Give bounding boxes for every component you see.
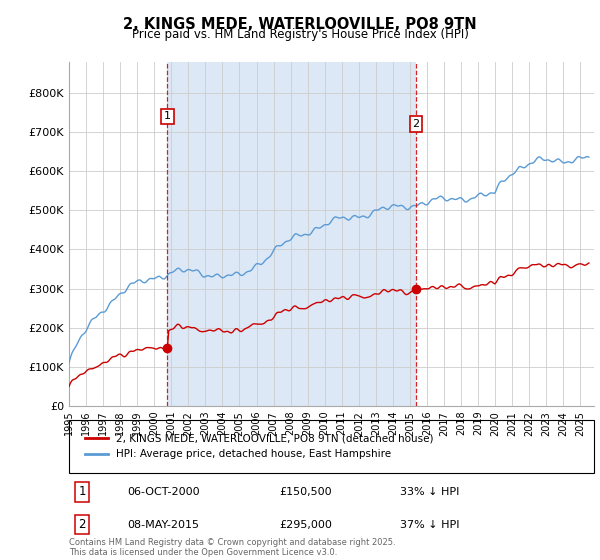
Text: 37% ↓ HPI: 37% ↓ HPI (400, 520, 459, 530)
Text: £295,000: £295,000 (279, 520, 332, 530)
Bar (167, 62, 416, 406)
Text: 06-OCT-2000: 06-OCT-2000 (127, 487, 199, 497)
Text: 2: 2 (79, 518, 86, 531)
Text: 08-MAY-2015: 08-MAY-2015 (127, 520, 199, 530)
Text: £150,500: £150,500 (279, 487, 332, 497)
Text: 2, KINGS MEDE, WATERLOOVILLE, PO8 9TN: 2, KINGS MEDE, WATERLOOVILLE, PO8 9TN (123, 17, 477, 32)
Text: Contains HM Land Registry data © Crown copyright and database right 2025.
This d: Contains HM Land Registry data © Crown c… (69, 538, 395, 557)
Text: 1: 1 (164, 111, 171, 122)
Text: 1: 1 (79, 485, 86, 498)
Text: 2: 2 (412, 119, 419, 129)
Text: Price paid vs. HM Land Registry's House Price Index (HPI): Price paid vs. HM Land Registry's House … (131, 28, 469, 41)
Text: 33% ↓ HPI: 33% ↓ HPI (400, 487, 459, 497)
Legend: 2, KINGS MEDE, WATERLOOVILLE, PO8 9TN (detached house), HPI: Average price, deta: 2, KINGS MEDE, WATERLOOVILLE, PO8 9TN (d… (85, 434, 433, 459)
